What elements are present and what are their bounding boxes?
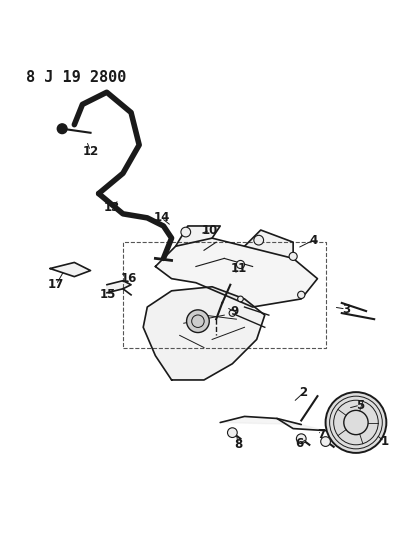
Circle shape [321, 437, 330, 447]
Text: 6: 6 [295, 438, 304, 450]
Text: 11: 11 [231, 262, 246, 275]
Polygon shape [155, 238, 317, 307]
Circle shape [296, 434, 306, 443]
Circle shape [326, 392, 386, 453]
Text: 14: 14 [153, 212, 170, 224]
Polygon shape [143, 287, 265, 380]
Circle shape [186, 310, 209, 333]
Text: 15: 15 [100, 288, 116, 301]
Polygon shape [277, 418, 326, 431]
Polygon shape [244, 230, 293, 259]
Text: 4: 4 [309, 233, 317, 247]
Circle shape [237, 296, 243, 302]
Circle shape [228, 428, 237, 438]
Polygon shape [107, 281, 131, 293]
Text: 13: 13 [104, 201, 120, 214]
Polygon shape [175, 226, 220, 246]
Text: 9: 9 [230, 305, 239, 318]
Circle shape [57, 124, 67, 134]
Text: 1: 1 [380, 435, 388, 448]
Text: 2: 2 [299, 386, 307, 399]
Text: 17: 17 [48, 278, 64, 291]
Circle shape [229, 310, 235, 317]
Text: 12: 12 [82, 144, 99, 158]
Text: 8: 8 [234, 438, 243, 451]
Text: 8 J 19 2800: 8 J 19 2800 [26, 70, 126, 85]
Text: 7: 7 [317, 428, 326, 441]
Text: 3: 3 [342, 303, 350, 316]
Text: 5: 5 [356, 399, 364, 411]
Polygon shape [50, 262, 91, 277]
Polygon shape [220, 416, 301, 425]
Circle shape [297, 291, 305, 298]
Circle shape [289, 252, 297, 261]
Circle shape [181, 227, 191, 237]
Circle shape [254, 235, 264, 245]
Text: 10: 10 [202, 223, 218, 237]
Text: 16: 16 [121, 272, 137, 285]
Circle shape [236, 261, 244, 269]
